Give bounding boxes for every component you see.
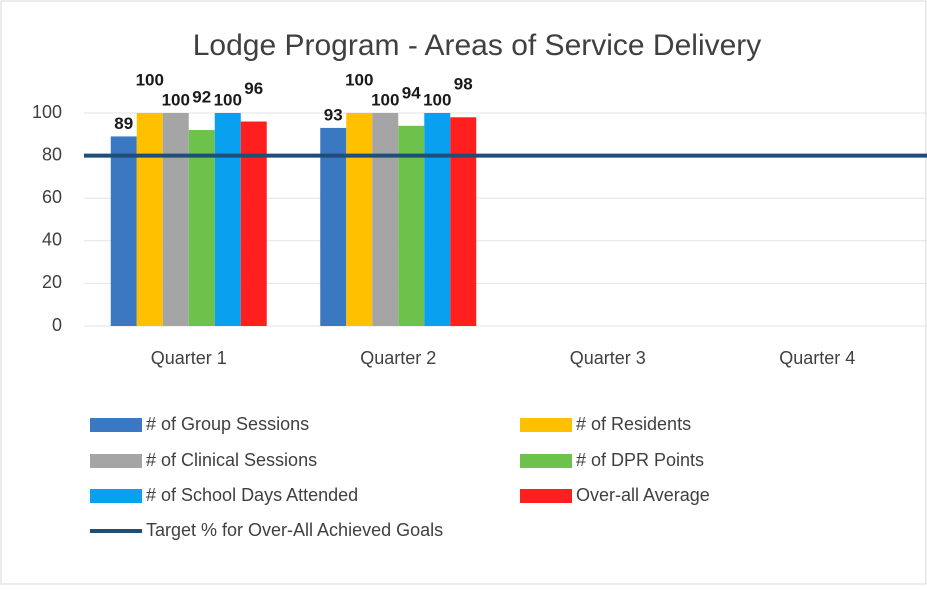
data-label: 100	[423, 90, 451, 109]
bar	[398, 125, 425, 326]
data-label: 98	[454, 75, 473, 94]
x-tick-label: Quarter 3	[570, 348, 646, 368]
data-label: 92	[192, 88, 211, 107]
legend-label: # of Clinical Sessions	[146, 450, 317, 470]
bar	[110, 136, 137, 326]
data-label: 100	[345, 70, 373, 89]
legend-label: Target % for Over-All Achieved Goals	[146, 520, 443, 540]
bar	[320, 127, 347, 326]
chart-title: Lodge Program - Areas of Service Deliver…	[193, 29, 762, 62]
y-tick-label: 60	[42, 187, 62, 207]
legend-swatch	[520, 418, 572, 432]
bar	[162, 113, 189, 326]
legend-swatch	[90, 418, 142, 432]
bar	[450, 117, 477, 326]
data-label: 93	[324, 105, 343, 124]
y-tick-label: 40	[42, 230, 62, 250]
x-tick-label: Quarter 2	[360, 348, 436, 368]
legend-swatch	[90, 454, 142, 468]
bar	[136, 113, 163, 326]
legend-label: # of School Days Attended	[146, 485, 358, 505]
bar	[240, 121, 267, 327]
y-tick-label: 100	[32, 102, 62, 122]
bar	[424, 113, 451, 326]
data-label: 100	[136, 70, 164, 89]
x-tick-label: Quarter 4	[779, 348, 855, 368]
legend-label: # of Residents	[576, 414, 691, 434]
bar	[346, 113, 373, 326]
y-tick-label: 0	[52, 315, 62, 335]
data-label: 94	[402, 83, 421, 102]
legend-label: # of DPR Points	[576, 450, 704, 470]
legend-swatch	[520, 454, 572, 468]
x-tick-label: Quarter 1	[151, 348, 227, 368]
data-label: 96	[244, 79, 263, 98]
data-label: 100	[214, 90, 242, 109]
bar	[214, 113, 241, 326]
legend-label: # of Group Sessions	[146, 414, 309, 434]
legend-swatch	[520, 489, 572, 503]
data-label: 100	[162, 90, 190, 109]
data-label: 89	[114, 114, 133, 133]
bar	[372, 113, 399, 326]
y-tick-label: 20	[42, 272, 62, 292]
legend-label: Over-all Average	[576, 485, 710, 505]
legend-swatch	[90, 489, 142, 503]
data-label: 100	[371, 90, 399, 109]
bar	[188, 130, 215, 326]
y-tick-label: 80	[42, 144, 62, 164]
